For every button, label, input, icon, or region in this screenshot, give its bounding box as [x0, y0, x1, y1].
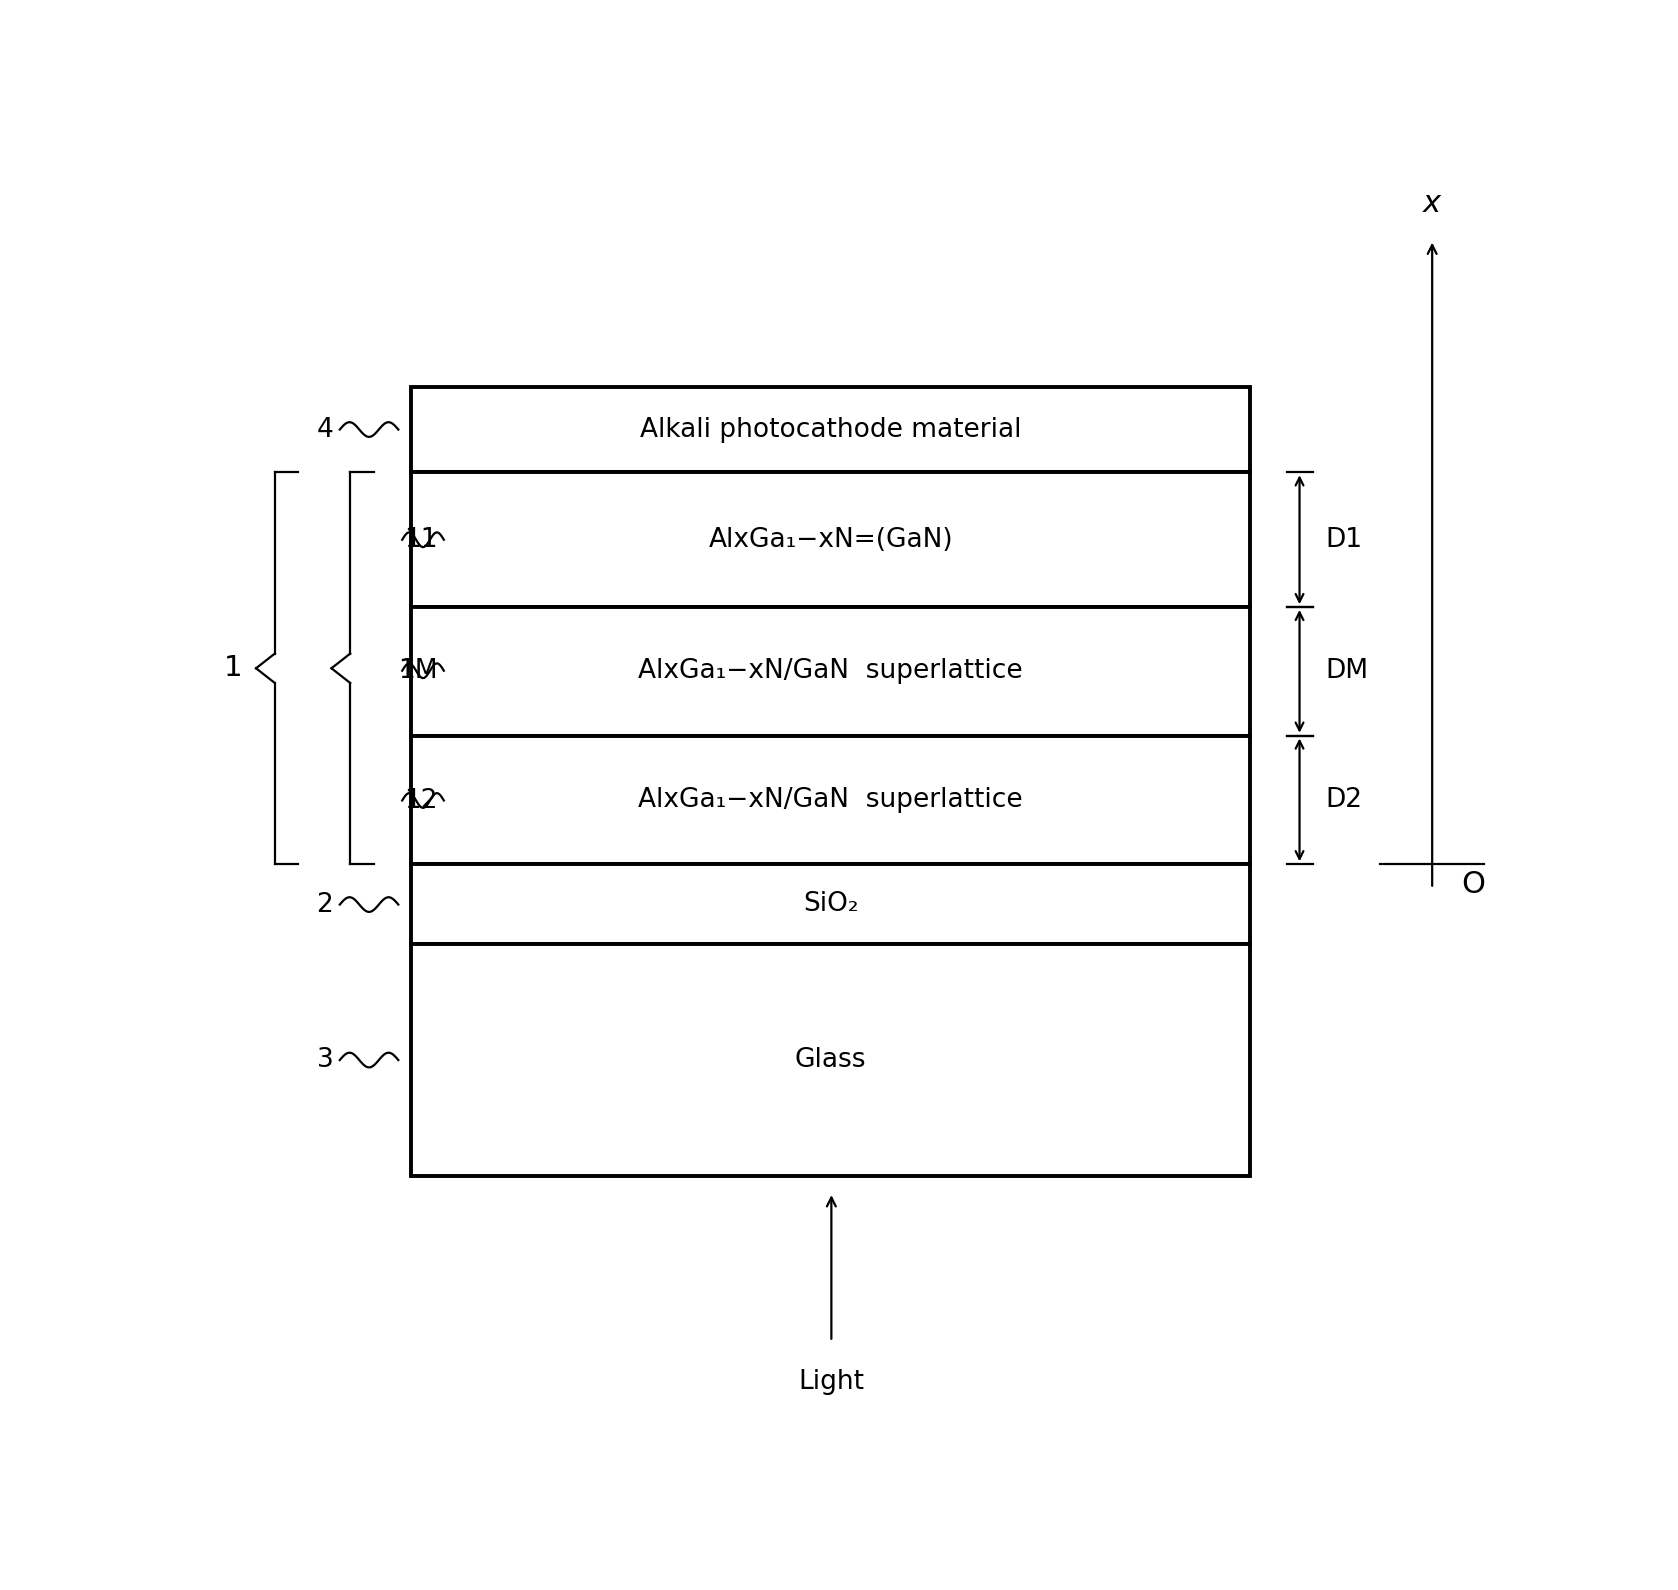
Text: AlxGa₁−xN/GaN  superlattice: AlxGa₁−xN/GaN superlattice — [638, 658, 1024, 684]
Text: D2: D2 — [1326, 787, 1363, 812]
Bar — [411, 865, 1250, 944]
Bar — [411, 736, 1250, 865]
Text: 11: 11 — [404, 526, 438, 553]
Text: Alkali photocathode material: Alkali photocathode material — [639, 417, 1022, 442]
Text: 1: 1 — [223, 653, 242, 682]
Bar — [411, 472, 1250, 607]
Text: AlxGa₁−xN/GaN  superlattice: AlxGa₁−xN/GaN superlattice — [638, 787, 1024, 812]
Bar — [411, 607, 1250, 736]
Text: O: O — [1462, 870, 1485, 900]
Text: 12: 12 — [404, 787, 438, 814]
Text: D1: D1 — [1326, 526, 1363, 553]
Text: SiO₂: SiO₂ — [804, 890, 859, 917]
Text: 2: 2 — [317, 892, 334, 917]
Text: Glass: Glass — [795, 1048, 866, 1073]
Bar — [411, 944, 1250, 1177]
Text: 4: 4 — [317, 417, 334, 442]
Text: 1M: 1M — [398, 658, 438, 684]
Text: x: x — [1423, 189, 1441, 218]
Text: 3: 3 — [317, 1048, 334, 1073]
Text: DM: DM — [1326, 658, 1369, 684]
Text: Light: Light — [799, 1369, 864, 1394]
Text: AlxGa₁−xN=(GaN): AlxGa₁−xN=(GaN) — [708, 526, 953, 553]
Bar — [411, 386, 1250, 472]
